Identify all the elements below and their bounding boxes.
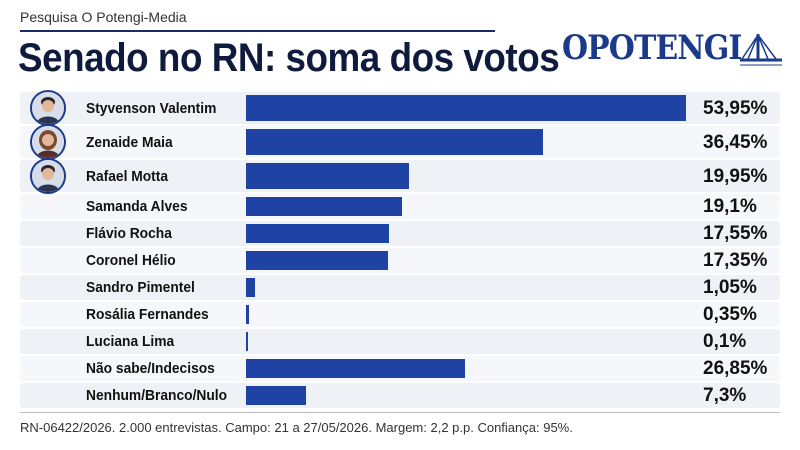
category-label: Coronel Hélio bbox=[86, 252, 176, 269]
value-label: 17,55% bbox=[703, 223, 768, 244]
category-label: Nenhum/Branco/Nulo bbox=[86, 387, 228, 404]
chart-row: Sandro Pimentel 1,05% bbox=[20, 275, 780, 300]
value-label: 0,35% bbox=[703, 304, 757, 325]
chart-row: Styvenson Valentim 53,95% bbox=[20, 90, 780, 126]
category-label: Luciana Lima bbox=[86, 333, 175, 350]
chart-row: Flávio Rocha 17,55% bbox=[20, 221, 780, 246]
chart-row: Coronel Hélio 17,35% bbox=[20, 248, 780, 273]
bar bbox=[246, 386, 306, 405]
category-label: Rafael Motta bbox=[86, 167, 169, 185]
source-label: Pesquisa O Potengi-Media bbox=[20, 9, 187, 25]
header: Pesquisa O Potengi-Media bbox=[20, 6, 495, 32]
value-label: 36,45% bbox=[703, 131, 768, 153]
category-label: Rosália Fernandes bbox=[86, 306, 209, 323]
logo-text: OPOTENGI bbox=[562, 28, 742, 68]
avatar-female-icon bbox=[30, 124, 66, 160]
value-label: 53,95% bbox=[703, 97, 768, 119]
bar bbox=[246, 251, 388, 270]
page-title: Senado no RN: soma dos votos bbox=[18, 36, 560, 80]
category-label: Styvenson Valentim bbox=[86, 99, 217, 117]
bar bbox=[246, 197, 402, 216]
avatar-male-smiling-icon bbox=[30, 158, 66, 194]
bar bbox=[246, 359, 465, 378]
avatar-male-suit-icon bbox=[30, 90, 66, 126]
bar bbox=[246, 163, 409, 189]
bar bbox=[246, 129, 544, 155]
bar-chart: Styvenson Valentim 53,95% Zenaide Maia 36,4… bbox=[20, 90, 780, 408]
chart-row: Não sabe/Indecisos 26,85% bbox=[20, 356, 780, 381]
value-label: 1,05% bbox=[703, 277, 757, 298]
chart-row: Samanda Alves 19,1% bbox=[20, 194, 780, 219]
value-label: 19,1% bbox=[703, 196, 757, 217]
value-label: 0,1% bbox=[703, 331, 747, 352]
bar bbox=[246, 305, 249, 324]
chart-row: Zenaide Maia 36,45% bbox=[20, 124, 780, 160]
footer-note: RN-06422/2026. 2.000 entrevistas. Campo:… bbox=[20, 420, 573, 435]
header-rule bbox=[20, 30, 495, 32]
chart-row: Luciana Lima 0,1% bbox=[20, 329, 780, 354]
bridge-logo-icon bbox=[740, 34, 782, 66]
footer-rule bbox=[20, 412, 780, 413]
category-label: Não sabe/Indecisos bbox=[86, 360, 215, 377]
logo: OPOTENGI bbox=[562, 28, 784, 72]
chart-row: Rosália Fernandes 0,35% bbox=[20, 302, 780, 327]
bar bbox=[246, 278, 255, 297]
bar bbox=[246, 332, 248, 351]
chart-row: Rafael Motta 19,95% bbox=[20, 158, 780, 194]
category-label: Sandro Pimentel bbox=[86, 279, 195, 296]
category-label: Samanda Alves bbox=[86, 198, 188, 215]
category-label: Flávio Rocha bbox=[86, 225, 172, 242]
category-label: Zenaide Maia bbox=[86, 133, 173, 151]
value-label: 26,85% bbox=[703, 358, 768, 379]
bar bbox=[246, 95, 686, 121]
bar bbox=[246, 224, 390, 243]
value-label: 17,35% bbox=[703, 250, 768, 271]
value-label: 19,95% bbox=[703, 165, 768, 187]
value-label: 7,3% bbox=[703, 385, 747, 406]
chart-row: Nenhum/Branco/Nulo 7,3% bbox=[20, 383, 780, 408]
